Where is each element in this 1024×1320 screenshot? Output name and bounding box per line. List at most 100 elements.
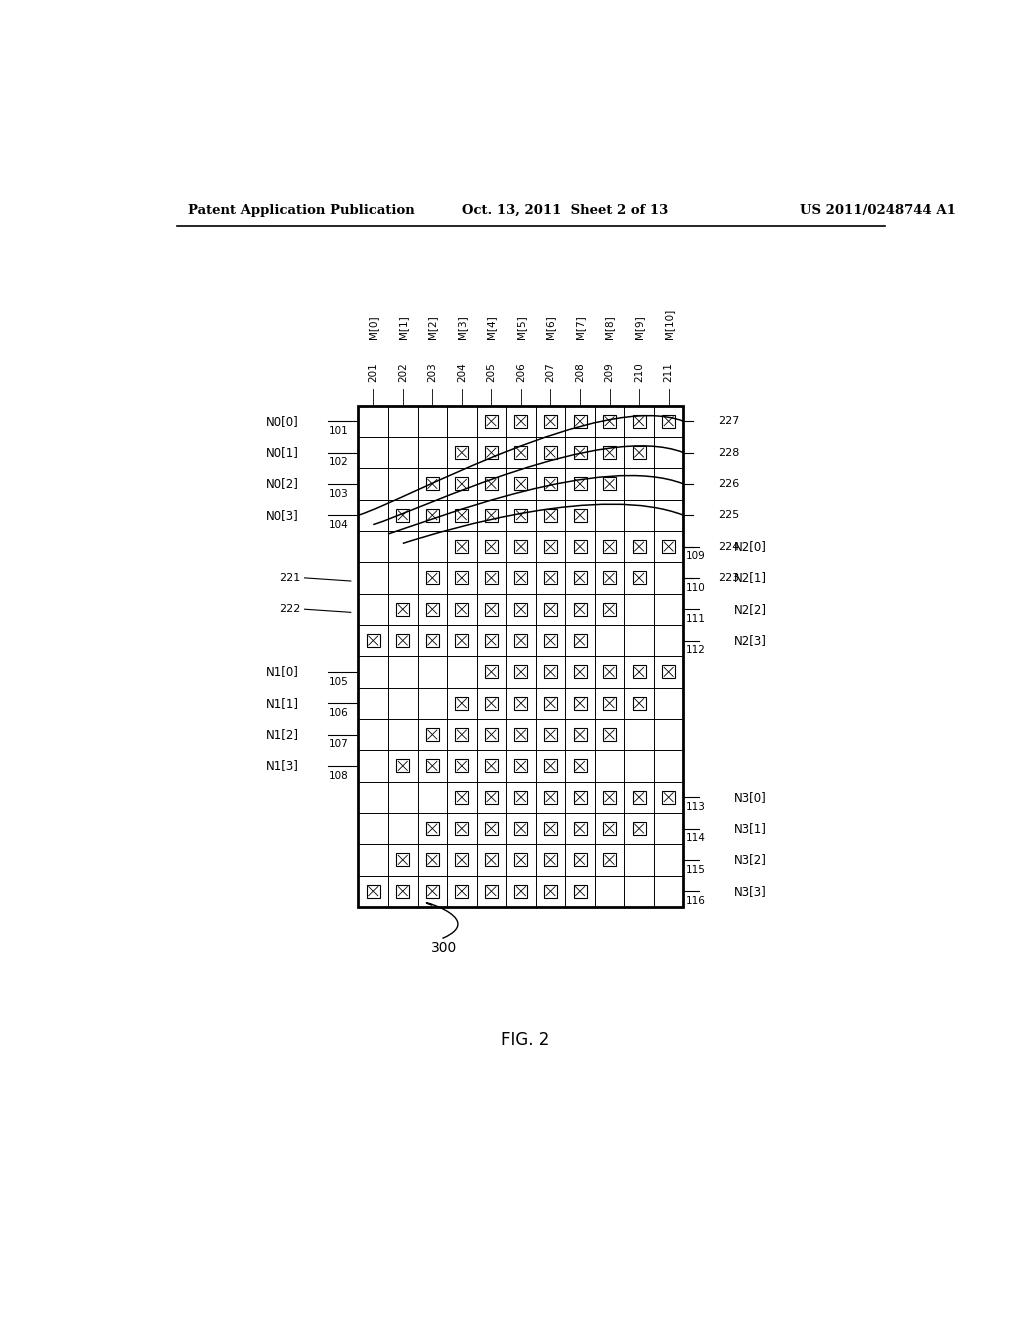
Bar	[544, 634, 557, 647]
Bar	[456, 634, 468, 647]
Text: N3[2]: N3[2]	[733, 853, 766, 866]
Bar	[573, 884, 587, 898]
Bar	[485, 791, 498, 804]
Bar	[485, 634, 498, 647]
Text: N0[3]: N0[3]	[266, 508, 299, 521]
Bar	[544, 759, 557, 772]
Bar	[396, 759, 410, 772]
Text: M[10]: M[10]	[664, 309, 674, 339]
Bar	[485, 697, 498, 710]
Text: N1[0]: N1[0]	[266, 665, 299, 678]
Bar	[456, 446, 468, 459]
Bar	[544, 414, 557, 428]
Text: 209: 209	[604, 362, 614, 381]
Text: 107: 107	[330, 739, 349, 750]
Bar	[396, 508, 410, 521]
Bar	[514, 508, 527, 521]
Bar	[603, 603, 616, 615]
Text: N2[2]: N2[2]	[733, 603, 767, 615]
Bar	[426, 853, 439, 866]
Bar	[456, 729, 468, 741]
Text: Patent Application Publication: Patent Application Publication	[188, 205, 415, 218]
Bar	[367, 634, 380, 647]
Text: 221: 221	[280, 573, 301, 583]
Text: 110: 110	[686, 582, 706, 593]
Bar	[456, 540, 468, 553]
Bar	[456, 791, 468, 804]
Bar	[485, 884, 498, 898]
Bar	[544, 665, 557, 678]
Bar	[603, 540, 616, 553]
Text: N3[0]: N3[0]	[733, 791, 766, 804]
Bar	[514, 791, 527, 804]
Text: 102: 102	[330, 457, 349, 467]
Bar	[544, 508, 557, 521]
Text: 211: 211	[664, 362, 674, 381]
Bar	[514, 697, 527, 710]
Bar	[456, 603, 468, 615]
Text: 300: 300	[431, 941, 457, 954]
Bar	[426, 822, 439, 836]
Bar	[573, 414, 587, 428]
Bar	[633, 822, 645, 836]
Text: M[7]: M[7]	[575, 315, 585, 339]
Text: N1[1]: N1[1]	[266, 697, 299, 710]
Text: 101: 101	[330, 426, 349, 436]
Bar	[514, 822, 527, 836]
Bar	[514, 603, 527, 615]
Bar	[485, 853, 498, 866]
Text: 204: 204	[457, 362, 467, 381]
Text: 228: 228	[718, 447, 739, 458]
Bar	[456, 759, 468, 772]
Bar	[573, 540, 587, 553]
Bar	[573, 759, 587, 772]
Text: 226: 226	[718, 479, 739, 488]
Bar	[603, 729, 616, 741]
Bar	[485, 729, 498, 741]
Bar	[603, 697, 616, 710]
Text: M[4]: M[4]	[486, 315, 497, 339]
Bar	[367, 884, 380, 898]
Text: 115: 115	[686, 865, 706, 875]
Text: 104: 104	[330, 520, 349, 529]
Bar	[544, 446, 557, 459]
Bar	[573, 822, 587, 836]
Text: 106: 106	[330, 708, 349, 718]
Bar	[426, 634, 439, 647]
Bar	[456, 853, 468, 866]
Text: 203: 203	[427, 362, 437, 381]
Bar	[603, 853, 616, 866]
Bar	[485, 508, 498, 521]
Bar	[663, 665, 675, 678]
Bar	[514, 572, 527, 585]
Bar	[633, 446, 645, 459]
Bar	[485, 540, 498, 553]
Text: N0[0]: N0[0]	[266, 414, 299, 428]
Bar	[426, 729, 439, 741]
Bar	[485, 414, 498, 428]
Text: 108: 108	[330, 771, 349, 780]
Bar	[544, 884, 557, 898]
Bar	[426, 508, 439, 521]
Bar	[573, 603, 587, 615]
Bar	[663, 414, 675, 428]
Text: N2[3]: N2[3]	[733, 634, 766, 647]
Text: N2[0]: N2[0]	[733, 540, 766, 553]
Text: 223: 223	[718, 573, 739, 583]
Bar	[544, 540, 557, 553]
Bar	[603, 446, 616, 459]
Bar	[544, 478, 557, 491]
Bar	[514, 446, 527, 459]
Bar	[485, 446, 498, 459]
Text: US 2011/0248744 A1: US 2011/0248744 A1	[801, 205, 956, 218]
Bar	[544, 572, 557, 585]
Text: M[9]: M[9]	[634, 315, 644, 339]
Bar	[663, 540, 675, 553]
Bar	[426, 603, 439, 615]
Bar	[396, 603, 410, 615]
Bar	[514, 665, 527, 678]
Bar	[573, 729, 587, 741]
Bar	[633, 697, 645, 710]
Bar	[573, 697, 587, 710]
Bar	[456, 508, 468, 521]
